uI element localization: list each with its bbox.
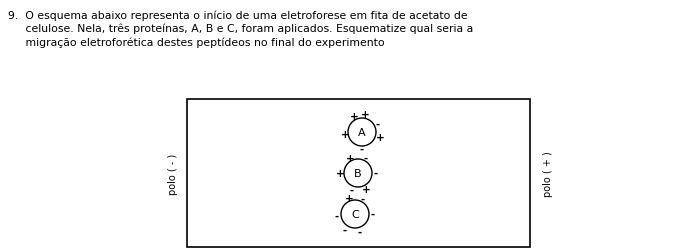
Text: B: B xyxy=(354,168,362,178)
Text: -: - xyxy=(350,185,354,195)
Text: -: - xyxy=(358,227,362,237)
Text: +: + xyxy=(345,193,354,203)
Text: -: - xyxy=(360,144,364,154)
Text: +: + xyxy=(336,168,345,178)
Text: -: - xyxy=(335,211,339,221)
Text: +: + xyxy=(361,110,370,119)
Text: +: + xyxy=(349,112,358,121)
Text: -: - xyxy=(361,194,365,204)
Text: A: A xyxy=(358,128,366,137)
Text: polo ( - ): polo ( - ) xyxy=(168,153,178,194)
Text: polo ( + ): polo ( + ) xyxy=(543,150,553,196)
Text: -: - xyxy=(343,225,347,235)
Text: +: + xyxy=(376,133,384,142)
Text: C: C xyxy=(351,209,359,219)
Text: -: - xyxy=(364,153,368,163)
Text: -: - xyxy=(376,119,380,130)
Text: +: + xyxy=(362,184,370,194)
Circle shape xyxy=(348,118,376,146)
Text: +: + xyxy=(345,153,354,163)
Text: +: + xyxy=(340,130,349,139)
Circle shape xyxy=(341,200,369,228)
Text: 9.  O esquema abaixo representa o início de uma eletroforese em fita de acetato : 9. O esquema abaixo representa o início … xyxy=(8,10,468,20)
Bar xyxy=(187,100,530,247)
Text: -: - xyxy=(374,168,378,178)
Text: celulose. Nela, três proteínas, A, B e C, foram aplicados. Esquematize qual seri: celulose. Nela, três proteínas, A, B e C… xyxy=(8,23,473,34)
Text: migração eletroforética destes peptídeos no final do experimento: migração eletroforética destes peptídeos… xyxy=(8,37,385,47)
Text: -: - xyxy=(371,209,375,219)
Circle shape xyxy=(344,159,372,187)
